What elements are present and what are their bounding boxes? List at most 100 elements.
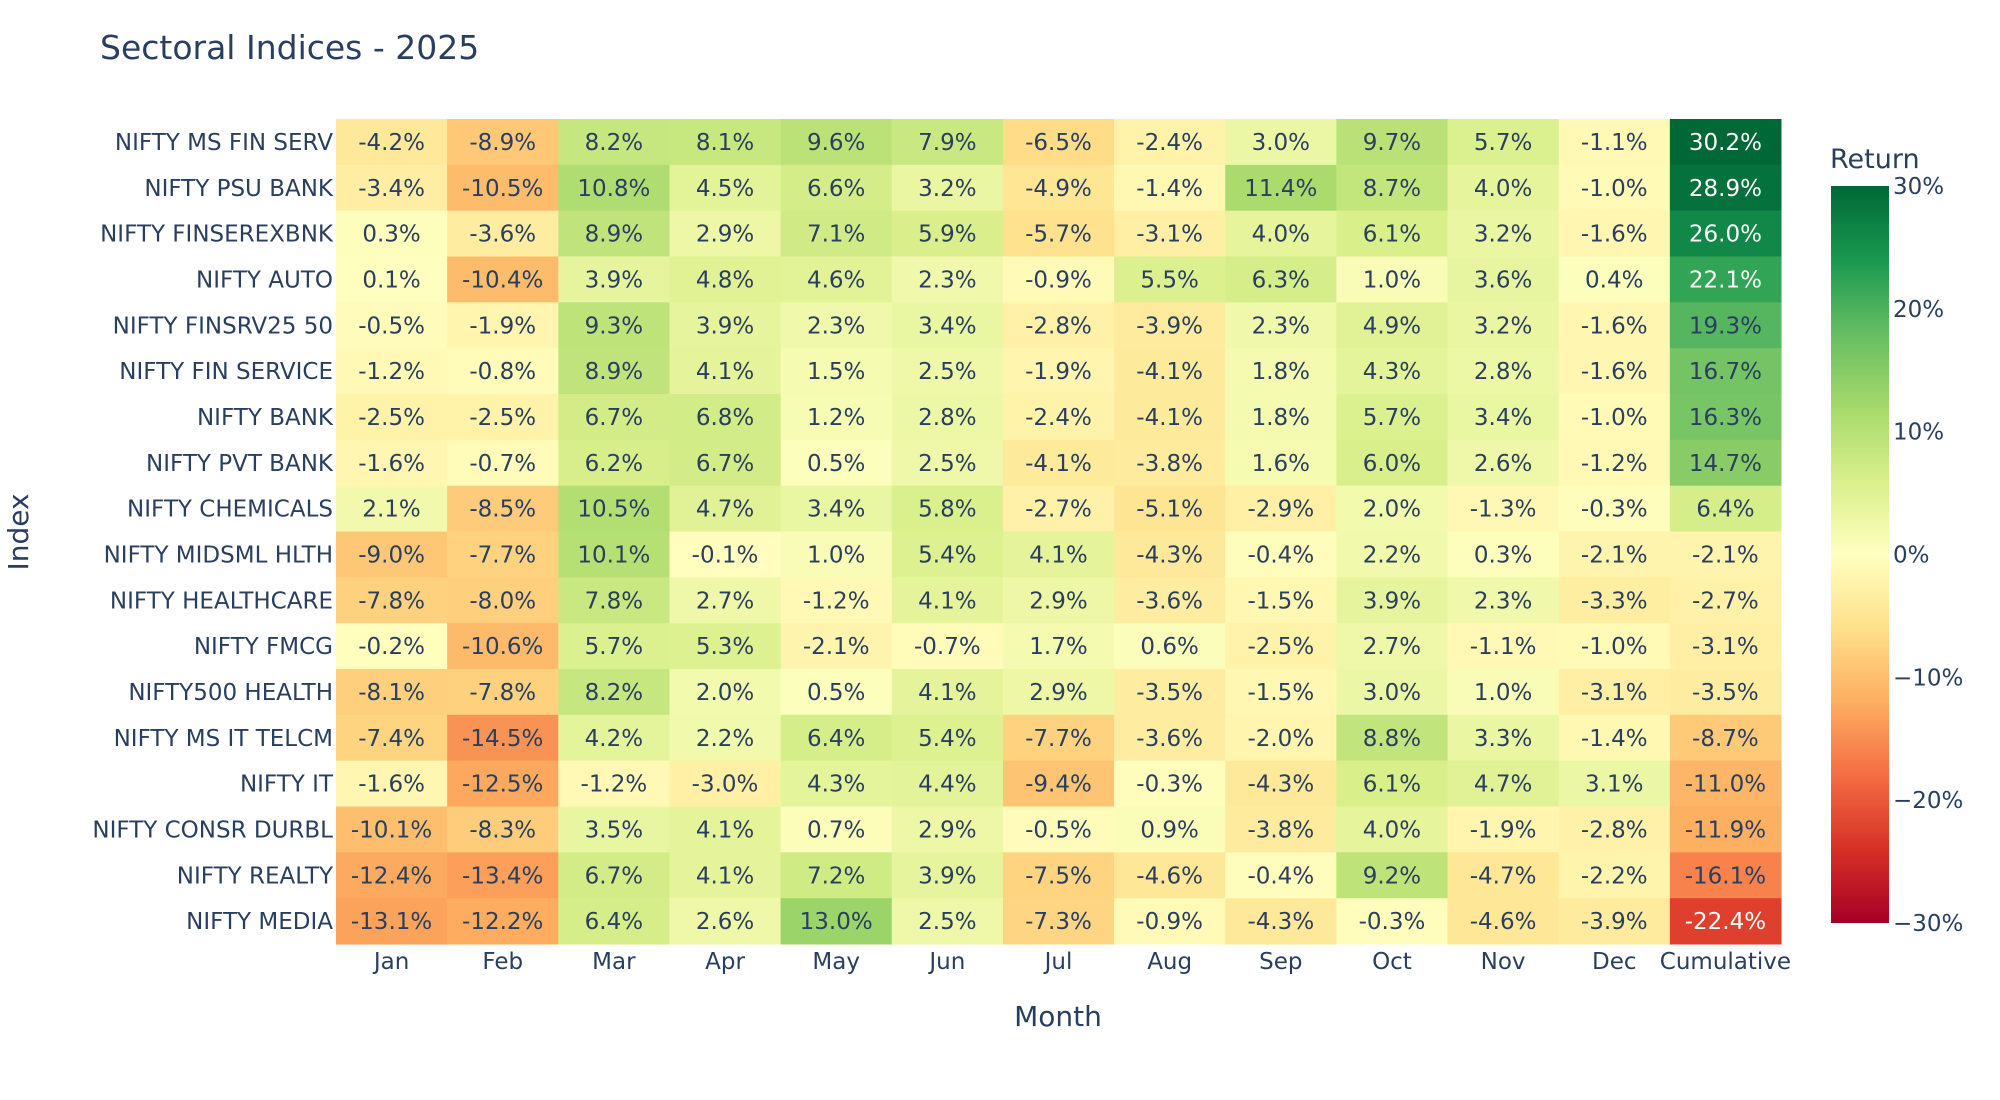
heatmap-cell xyxy=(1114,623,1226,670)
heatmap-cell xyxy=(558,852,670,899)
heatmap-cell xyxy=(336,256,448,303)
cell-label: 4.3% xyxy=(807,772,865,798)
heatmap-cell xyxy=(1002,898,1115,945)
heatmap-cell xyxy=(1447,531,1560,578)
x-tick-label: Cumulative xyxy=(1660,949,1791,975)
heatmap-cell xyxy=(1225,714,1337,762)
heatmap-cell xyxy=(1336,302,1449,349)
heatmap-cell xyxy=(780,210,893,257)
cell-label: -3.9% xyxy=(1581,909,1648,935)
heatmap-cell xyxy=(1558,531,1671,578)
cell-label: -0.3% xyxy=(1581,497,1648,523)
heatmap-cell xyxy=(1558,852,1671,899)
heatmap-cell xyxy=(1002,623,1115,670)
cell-label: -2.7% xyxy=(1025,497,1092,523)
cell-label: 7.1% xyxy=(807,222,865,248)
cell-label: 13.0% xyxy=(800,909,873,935)
cell-label: 9.6% xyxy=(807,130,865,156)
cell-label: 9.7% xyxy=(1363,130,1421,156)
y-tick-label: NIFTY MS IT TELCM xyxy=(114,726,333,752)
cell-label: -1.2% xyxy=(581,772,648,798)
cell-label: 0.5% xyxy=(807,680,865,706)
cell-label: 6.0% xyxy=(1363,451,1421,477)
heatmap-cell xyxy=(1669,714,1782,762)
heatmap-cell xyxy=(336,531,448,578)
heatmap-cell xyxy=(1558,806,1671,853)
heatmap-cell xyxy=(780,898,893,945)
cell-label: 28.9% xyxy=(1689,176,1762,202)
x-tick-label: Feb xyxy=(482,949,523,975)
cell-label: 2.9% xyxy=(918,817,976,843)
cell-label: -0.7% xyxy=(469,451,536,477)
cell-label: 8.8% xyxy=(1363,726,1421,752)
heatmap-cell xyxy=(447,439,559,487)
heatmap-cell xyxy=(1225,577,1337,624)
cell-label: -11.0% xyxy=(1685,772,1766,798)
heatmap-cell xyxy=(1447,348,1560,395)
heatmap-cell xyxy=(780,164,893,212)
heatmap-cell xyxy=(891,394,1004,441)
heatmap-cell xyxy=(1225,119,1337,166)
cell-label: -4.1% xyxy=(1136,359,1203,385)
heatmap-cell xyxy=(558,164,670,212)
x-tick-label: Aug xyxy=(1147,949,1192,975)
heatmap-cell xyxy=(1002,394,1115,441)
y-tick-label: NIFTY CONSR DURBL xyxy=(92,817,333,843)
heatmap-cell xyxy=(1114,898,1226,945)
heatmap-cell xyxy=(1558,210,1671,257)
y-axis-title: Index xyxy=(2,493,35,570)
cell-label: -1.5% xyxy=(1247,588,1314,614)
cell-label: 2.9% xyxy=(696,222,754,248)
heatmap-cell xyxy=(1669,669,1782,716)
heatmap-cell xyxy=(336,806,448,853)
cell-label: 4.1% xyxy=(918,680,976,706)
heatmap-cell xyxy=(891,119,1004,166)
heatmap-cell xyxy=(1336,164,1449,212)
heatmap-cell xyxy=(1225,302,1337,349)
cell-label: -2.1% xyxy=(1692,542,1759,568)
cell-label: -4.1% xyxy=(1136,405,1203,431)
heatmap-cell xyxy=(1669,348,1782,395)
heatmap-cell xyxy=(447,669,559,716)
cell-label: -1.6% xyxy=(1581,359,1648,385)
heatmap-cell xyxy=(447,348,559,395)
cell-label: -2.5% xyxy=(469,405,536,431)
heatmap-cell xyxy=(558,714,670,762)
x-tick-label: Jul xyxy=(1043,949,1073,975)
cell-label: 8.2% xyxy=(585,680,643,706)
cell-label: -3.9% xyxy=(1136,313,1203,339)
heatmap-cell xyxy=(1002,164,1115,212)
cell-label: 7.8% xyxy=(585,588,643,614)
cell-label: 2.0% xyxy=(696,680,754,706)
heatmap-cell xyxy=(447,302,559,349)
heatmap-cell xyxy=(1002,577,1115,624)
heatmap-cell xyxy=(336,760,448,807)
x-tick-label: Mar xyxy=(592,949,636,975)
cell-label: -7.7% xyxy=(469,542,536,568)
cell-label: -1.3% xyxy=(1470,497,1537,523)
cell-label: 2.9% xyxy=(1029,680,1087,706)
cell-label: -13.4% xyxy=(462,863,543,889)
cell-label: 3.4% xyxy=(807,497,865,523)
cell-label: 3.9% xyxy=(918,863,976,889)
heatmap-cell xyxy=(558,806,670,853)
cell-label: -0.8% xyxy=(469,359,536,385)
heatmap-cell xyxy=(1336,394,1449,441)
cell-label: -1.1% xyxy=(1470,634,1537,660)
cell-label: 3.3% xyxy=(1474,726,1532,752)
heatmap-cell xyxy=(1114,394,1226,441)
heatmap-cell xyxy=(1002,348,1115,395)
heatmap-cell xyxy=(558,119,670,166)
cell-label: -4.2% xyxy=(358,130,425,156)
heatmap-cell xyxy=(336,898,448,945)
cell-label: -3.4% xyxy=(358,176,425,202)
heatmap-cell xyxy=(891,348,1004,395)
cell-label: 4.1% xyxy=(696,817,754,843)
heatmap-cell xyxy=(447,119,559,166)
heatmap-cell xyxy=(447,852,559,899)
heatmap-cell xyxy=(1558,164,1671,212)
cell-label: 6.1% xyxy=(1363,222,1421,248)
cell-label: 3.1% xyxy=(1585,772,1643,798)
cell-label: -3.8% xyxy=(1247,817,1314,843)
colorbar-tick-label: 20% xyxy=(1893,297,1944,323)
